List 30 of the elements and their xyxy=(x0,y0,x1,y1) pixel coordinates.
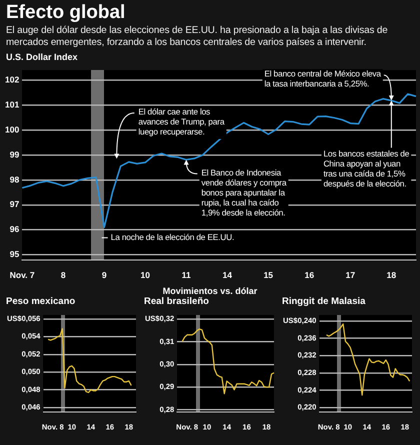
x-tick-label: 15 xyxy=(264,270,274,280)
y-tick-label: 95 xyxy=(10,249,20,260)
chart-title: Ringgit de Malasia xyxy=(281,296,366,307)
y-tick-label: 102 xyxy=(4,74,20,84)
annotation: La noche de la elección de EE.UU. xyxy=(110,232,234,242)
y-tick-label: 101 xyxy=(4,99,20,110)
x-tick-label: 8 xyxy=(60,270,66,280)
chart-title: Efecto global xyxy=(5,1,126,24)
x-tick-label: 9 xyxy=(102,270,107,280)
y-tick-label: 96 xyxy=(10,224,20,234)
annotation: El Banco de Indonesia vende dólares y compra bonos para apuntalar la rupia, la cual ha caído 1,9% desde la elección. xyxy=(201,167,287,218)
x-tick-label: 11 xyxy=(182,270,192,280)
chart-subtitle: El auge del dólar desde las elecciones de EE.UU. ha presionado a la baja a las divisas de mercados emergentes, forzando a los bancos centrales de varios países a intervenir. xyxy=(5,24,389,50)
y-axis-title: U.S. Dollar Index xyxy=(5,51,79,62)
y-tick-label: 99 xyxy=(10,149,20,160)
x-tick-label: 10 xyxy=(140,270,150,280)
annotation: Los bancos estatales de China apoyan al yuan tras una caída de 1,5% después de la elección. xyxy=(323,148,410,188)
chart-title: Real brasileño xyxy=(143,296,210,307)
x-tick-label: 17 xyxy=(346,270,356,280)
annotation: El dólar cae ante los avances de Trump, para luego recuperarse. xyxy=(138,106,225,137)
y-tick-label: 98 xyxy=(10,174,20,184)
annotation: El banco central de México eleva la tasa interbancaria a 5,25%. xyxy=(264,68,382,89)
y-tick-label: 100 xyxy=(4,124,20,134)
x-tick-label: Nov. 7 xyxy=(10,270,35,280)
text: Movimientos vs. dólar xyxy=(162,286,258,296)
x-tick-label: 16 xyxy=(304,270,314,280)
y-tick-label: 97 xyxy=(10,199,20,210)
x-tick-label: 14 xyxy=(222,270,232,280)
chart-title: Peso mexicano xyxy=(5,296,76,307)
x-tick-label: 18 xyxy=(386,270,396,280)
